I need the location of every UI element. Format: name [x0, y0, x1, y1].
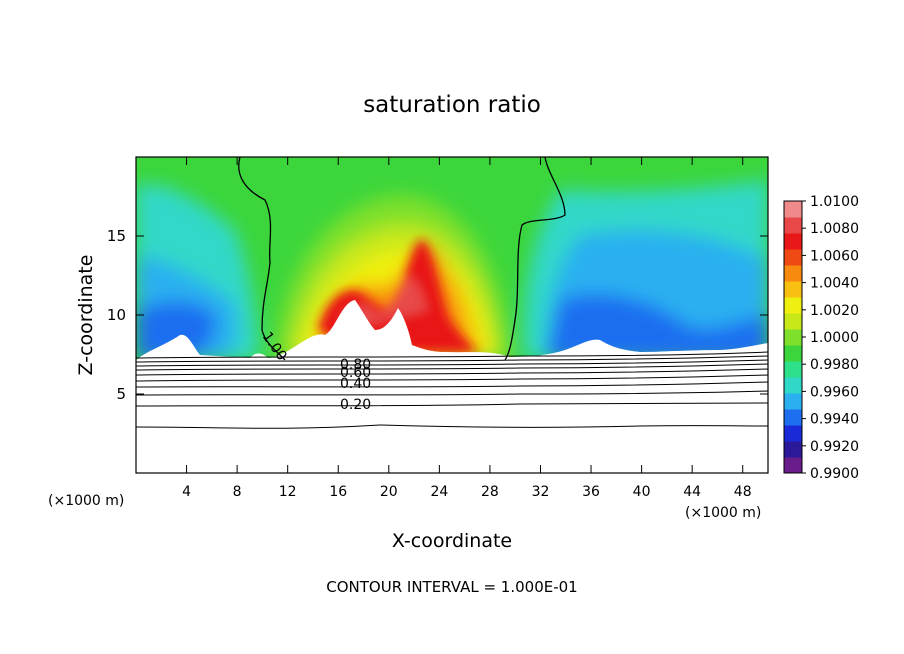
colorbar: 1.0100 1.0080 1.0060 1.0040 1.0020 1.0000 0.99… — [784, 194, 859, 482]
chart-title: saturation ratio — [363, 92, 541, 118]
colorbar-label: 1.0060 — [810, 248, 859, 264]
y-tick-label: 15 — [107, 227, 126, 245]
x-tick-label: 44 — [683, 484, 701, 500]
contour-line — [136, 355, 768, 363]
colorbar-label: 0.9920 — [810, 439, 859, 455]
colorbar-swatch — [784, 249, 802, 266]
colorbar-swatch — [784, 297, 802, 314]
colorbar-swatch — [784, 217, 802, 234]
contour-lines — [136, 351, 768, 429]
x-tick-label: 24 — [430, 484, 448, 500]
colorbar-label: 1.0000 — [810, 330, 859, 346]
colorbar-swatch — [784, 345, 802, 362]
colorbar-label: 0.9900 — [810, 466, 859, 482]
colorbar-swatch — [784, 377, 802, 394]
contour-line — [136, 363, 768, 371]
contour-line — [136, 359, 768, 367]
y-axis-ticks: 5 10 15 — [107, 227, 768, 403]
colorbar-label: 1.0040 — [810, 276, 859, 292]
colorbar-swatch — [784, 409, 802, 426]
x-axis-label: X-coordinate — [392, 530, 512, 552]
contour-label-0.60: 0.60 — [340, 365, 371, 381]
contour-line — [136, 390, 768, 396]
x-axis-ticks: 4 8 12 16 20 24 28 32 36 40 44 48 — [182, 157, 752, 500]
x-axis-units-left: (×1000 m) — [48, 493, 124, 509]
contour-line — [136, 402, 768, 407]
contour-label-0.40: 0.40 — [340, 376, 371, 392]
plot-field — [136, 157, 768, 473]
x-tick-label: 12 — [279, 484, 297, 500]
colorbar-swatch — [784, 313, 802, 330]
colorbar-label: 1.0100 — [810, 194, 859, 210]
contour-line — [136, 351, 768, 359]
colorbar-label: 0.9960 — [810, 384, 859, 400]
x-tick-label: 48 — [734, 484, 752, 500]
colorbar-swatch — [784, 233, 802, 250]
y-tick-label: 5 — [116, 385, 126, 403]
x-tick-label: 20 — [380, 484, 398, 500]
colorbar-swatch — [784, 201, 802, 218]
x-tick-label: 4 — [182, 484, 191, 500]
y-tick-label: 10 — [107, 306, 126, 324]
x-tick-label: 8 — [233, 484, 242, 500]
x-tick-label: 16 — [329, 484, 347, 500]
colorbar-swatch — [784, 457, 802, 474]
contour-line — [136, 374, 768, 382]
contour-label-0.20: 0.20 — [340, 397, 371, 413]
x-tick-label: 40 — [633, 484, 651, 500]
contour-label-0.80: 0.80 — [340, 357, 371, 373]
colorbar-label: 0.9980 — [810, 357, 859, 373]
x-axis-units-right: (×1000 m) — [685, 505, 761, 521]
x-tick-label: 28 — [481, 484, 499, 500]
colorbar-label: 0.9940 — [810, 412, 859, 428]
contour-interval-note: CONTOUR INTERVAL = 1.000E-01 — [326, 578, 577, 596]
colorbar-swatch — [784, 425, 802, 442]
contour-line — [136, 368, 768, 376]
x-tick-label: 32 — [532, 484, 550, 500]
contour-line — [136, 381, 768, 388]
contour-line — [136, 424, 768, 429]
colorbar-swatch — [784, 441, 802, 458]
x-tick-label: 36 — [582, 484, 600, 500]
field-cool-left-3 — [136, 301, 216, 360]
contour-line-1.00-left — [238, 157, 286, 361]
contour-line-1.00-right — [504, 157, 566, 361]
colorbar-swatch — [784, 281, 802, 298]
y-axis-label: Z-coordinate — [75, 255, 97, 376]
colorbar-swatch — [784, 393, 802, 410]
colorbar-frame — [783, 200, 803, 474]
colorbar-label: 1.0020 — [810, 303, 859, 319]
colorbar-swatch — [784, 329, 802, 346]
colorbar-swatch — [784, 361, 802, 378]
colorbar-label: 1.0080 — [810, 221, 859, 237]
colorbar-swatch — [784, 265, 802, 282]
